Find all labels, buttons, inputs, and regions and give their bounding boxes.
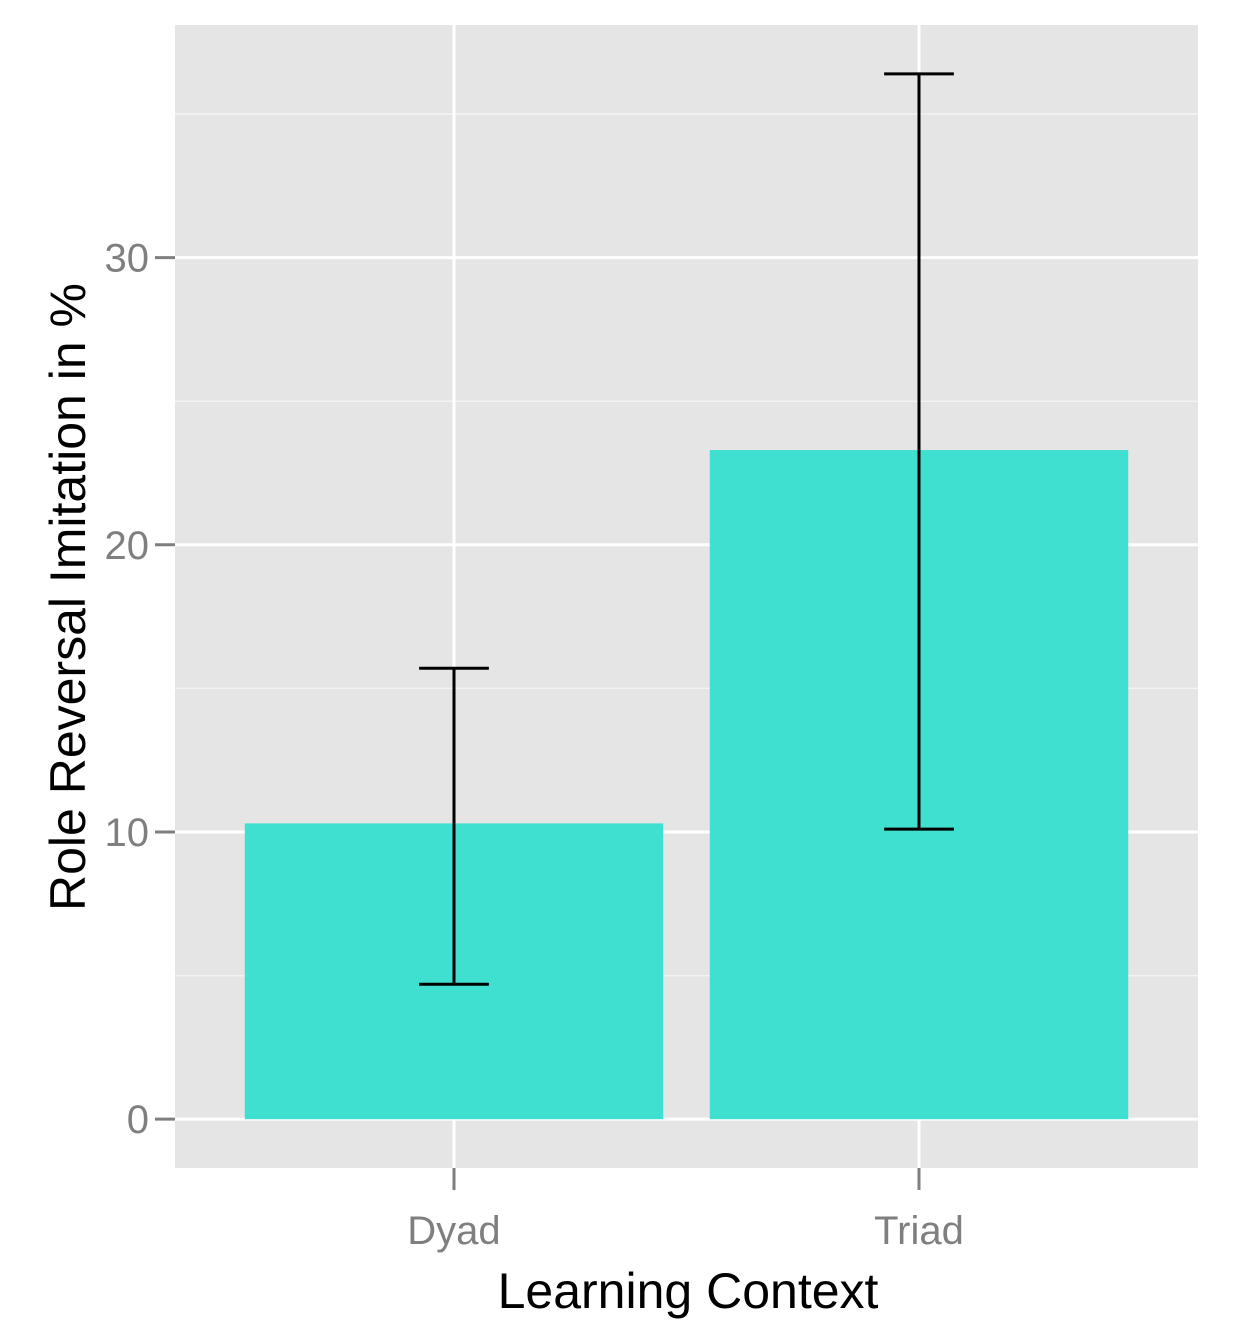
x-axis-ticks: Dyad Triad bbox=[407, 1168, 964, 1253]
y-tick-label-0: 0 bbox=[127, 1098, 149, 1142]
y-tick-label-20: 20 bbox=[105, 524, 150, 568]
error-bar-dyad bbox=[419, 666, 489, 986]
error-bars bbox=[419, 72, 954, 986]
y-tick-label-10: 10 bbox=[105, 811, 150, 855]
y-tick-label-30: 30 bbox=[105, 237, 150, 281]
x-tick-label-dyad: Dyad bbox=[407, 1209, 500, 1253]
y-axis-ticks: 0 10 20 30 bbox=[105, 237, 175, 1142]
x-tick-label-triad: Triad bbox=[874, 1209, 964, 1253]
x-axis-title: Learning Context bbox=[498, 1263, 879, 1319]
error-bar-triad bbox=[884, 72, 954, 831]
y-axis-title: Role Reversal Imitation in % bbox=[40, 283, 96, 911]
